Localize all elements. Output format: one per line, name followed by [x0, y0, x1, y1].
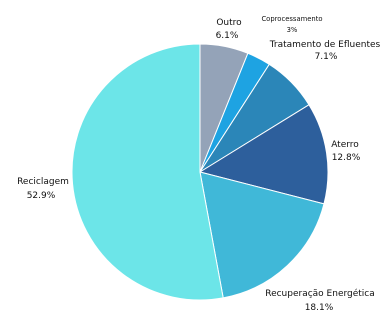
slice-value-tratamento-de-efluentes: 7.1% [315, 52, 338, 62]
pie-slice-aterro [198, 104, 329, 205]
slice-value-coprocessamento: 3% [287, 26, 298, 34]
slice-label-tratamento-de-efluentes: Tratamento de Efluentes [269, 40, 381, 50]
slice-label-recuperacao-energetica: Recuperação Energética [265, 288, 375, 299]
slice-value-aterro: 12.8% [332, 153, 361, 163]
slice-value-recuperacao-energetica: 18.1% [305, 303, 334, 313]
slice-label-coprocessamento: Coprocessamento [261, 15, 322, 23]
slice-label-outro: Outro [216, 18, 242, 28]
pie-labels: Outro 6.1% Coprocessamento 3% Tratamento… [17, 15, 380, 313]
slice-value-reciclagem: 52.9% [27, 191, 56, 201]
slice-value-outro: 6.1% [216, 31, 239, 41]
pie-slice-reciclagem [71, 43, 224, 301]
slice-label-reciclagem: Reciclagem [17, 177, 69, 187]
slice-label-aterro: Aterro [331, 140, 359, 150]
pie-slices [71, 43, 329, 301]
pie-slice-recuperacao-energetica [199, 171, 325, 299]
